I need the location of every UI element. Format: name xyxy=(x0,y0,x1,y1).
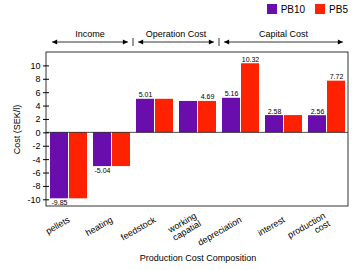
svg-text:4.69: 4.69 xyxy=(201,93,215,100)
svg-text:heating: heating xyxy=(84,215,115,238)
svg-text:depreciation: depreciation xyxy=(196,215,243,248)
svg-text:8: 8 xyxy=(35,74,40,84)
svg-text:Income: Income xyxy=(75,29,105,39)
svg-text:2: 2 xyxy=(35,114,40,124)
html-text:working: working xyxy=(166,210,199,235)
svg-text:-9.85: -9.85 xyxy=(52,199,68,206)
svg-text:5.01: 5.01 xyxy=(139,91,153,98)
svg-text:2.56: 2.56 xyxy=(311,108,325,115)
svg-text:Cost (SEK/l): Cost (SEK/l) xyxy=(12,105,22,155)
svg-text:2.58: 2.58 xyxy=(268,108,282,115)
html-text:PB10: PB10 xyxy=(280,3,306,15)
svg-text:-2: -2 xyxy=(32,141,40,151)
svg-text:productioncost: productioncost xyxy=(286,210,332,248)
svg-text:-5.04: -5.04 xyxy=(95,167,111,174)
svg-text:10: 10 xyxy=(30,61,40,71)
svg-text:-10: -10 xyxy=(27,195,40,205)
svg-text:10.32: 10.32 xyxy=(242,56,260,63)
svg-text:Production Cost Composition: Production Cost Composition xyxy=(140,253,257,263)
svg-text:6: 6 xyxy=(35,88,40,98)
html-text:capatial: capatial xyxy=(170,218,203,243)
svg-text:4: 4 xyxy=(35,101,40,111)
html-text:PB5: PB5 xyxy=(329,3,348,15)
svg-text:Operation Cost: Operation Cost xyxy=(146,29,207,39)
svg-text:pellets: pellets xyxy=(44,214,72,236)
svg-text:0: 0 xyxy=(35,128,40,138)
svg-text:interest: interest xyxy=(256,214,287,238)
svg-text:-4: -4 xyxy=(32,155,40,165)
svg-text:feedstock: feedstock xyxy=(119,214,158,242)
svg-text:-8: -8 xyxy=(32,181,40,191)
svg-text:-6: -6 xyxy=(32,168,40,178)
svg-text:Capital Cost: Capital Cost xyxy=(259,29,309,39)
svg-text:5.16: 5.16 xyxy=(225,90,239,97)
svg-text:7.72: 7.72 xyxy=(330,73,344,80)
